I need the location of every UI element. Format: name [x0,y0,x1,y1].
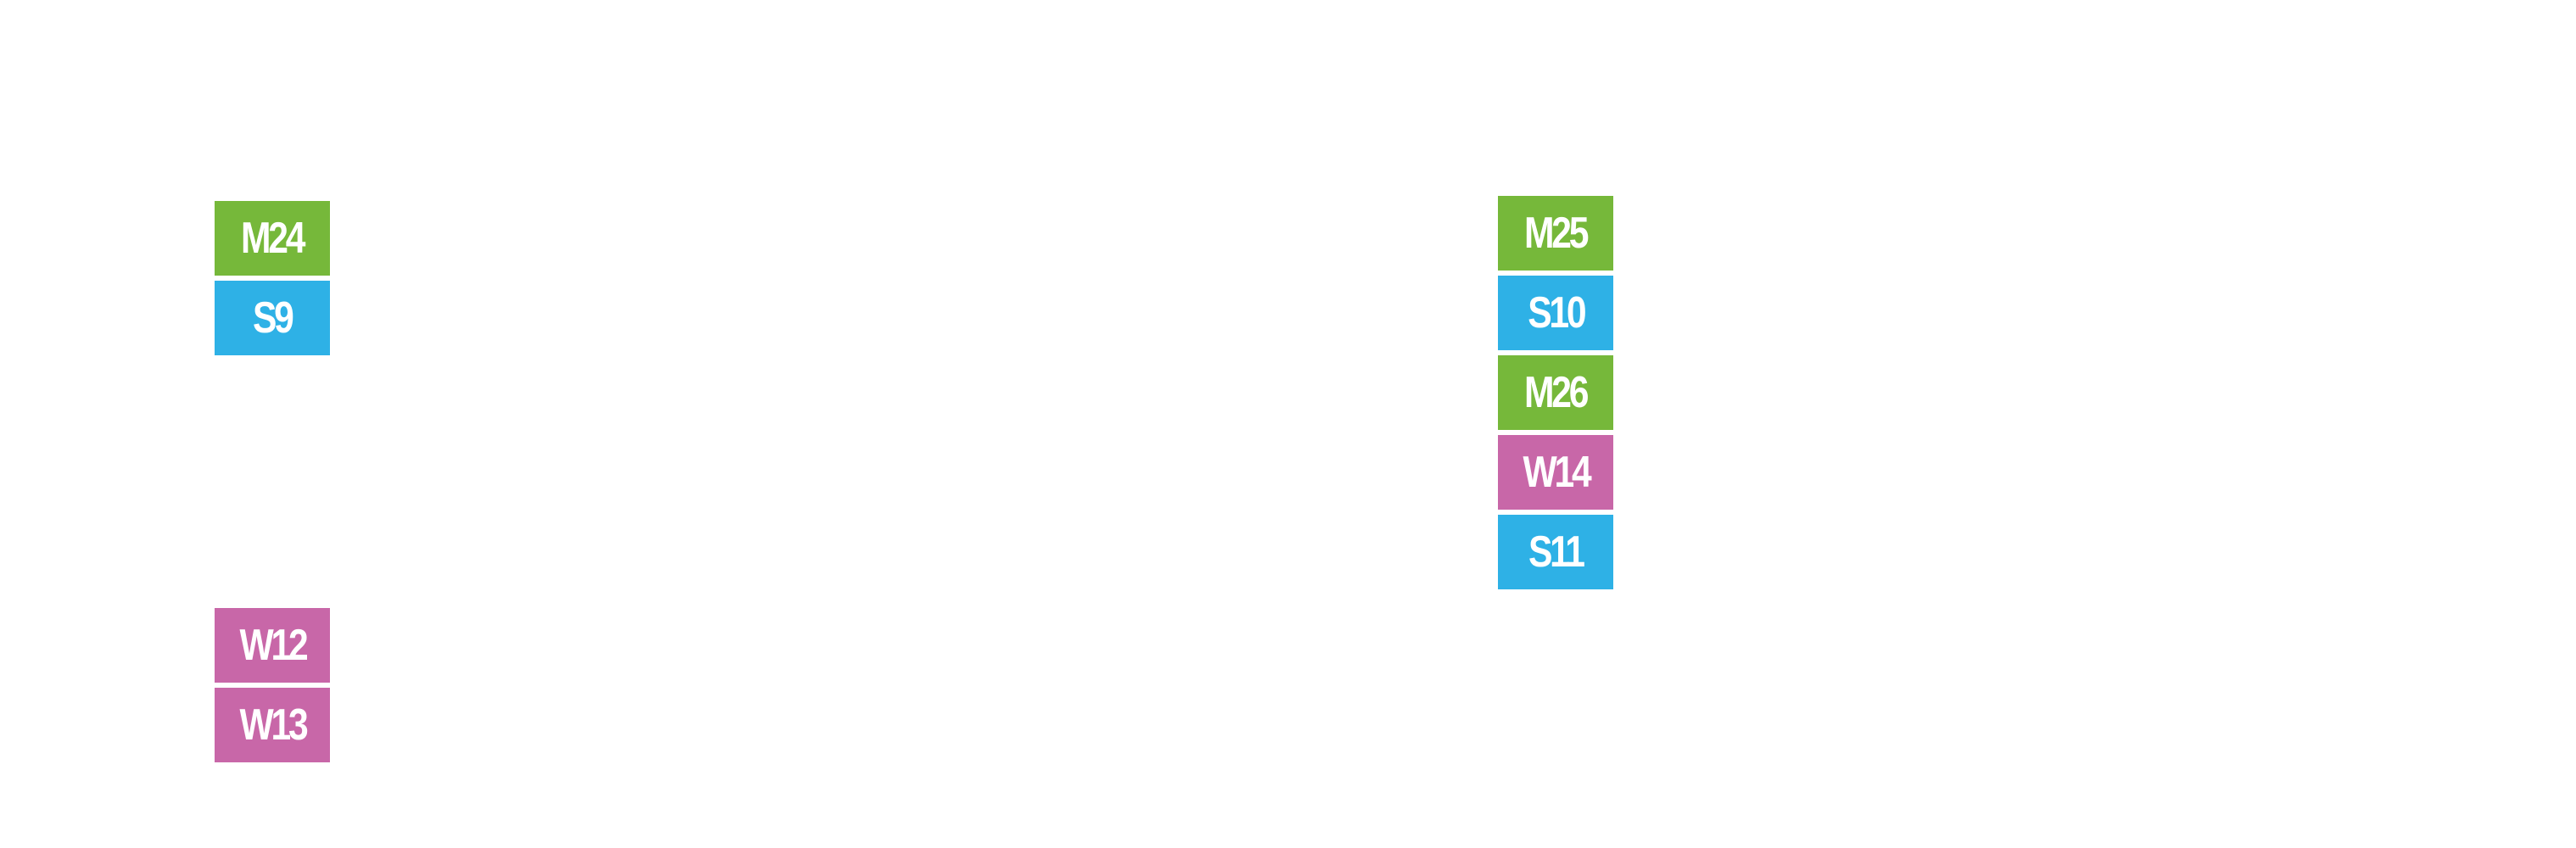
tag-m25: M25 [1498,196,1613,271]
tag-label: M25 [1524,209,1589,258]
tag-label: W12 [239,621,308,670]
tag-label: M24 [241,214,305,263]
tag-s9: S9 [215,281,330,355]
tag-label: M26 [1524,368,1589,417]
tag-label: S10 [1527,288,1586,338]
tag-group-left-top: M24 S9 [215,201,330,355]
tag-label: S11 [1528,527,1585,577]
tag-group-right: M25 S10 M26 W14 S11 [1498,196,1613,589]
tag-s10: S10 [1498,276,1613,350]
tag-w14: W14 [1498,435,1613,510]
tag-s11: S11 [1498,515,1613,589]
tag-label: W14 [1523,448,1591,497]
tag-label: W13 [239,700,308,750]
tag-label: S9 [253,293,294,343]
tag-m24: M24 [215,201,330,276]
tag-m26: M26 [1498,355,1613,430]
tag-w13: W13 [215,688,330,762]
tag-group-left-bottom: W12 W13 [215,608,330,762]
tag-w12: W12 [215,608,330,683]
